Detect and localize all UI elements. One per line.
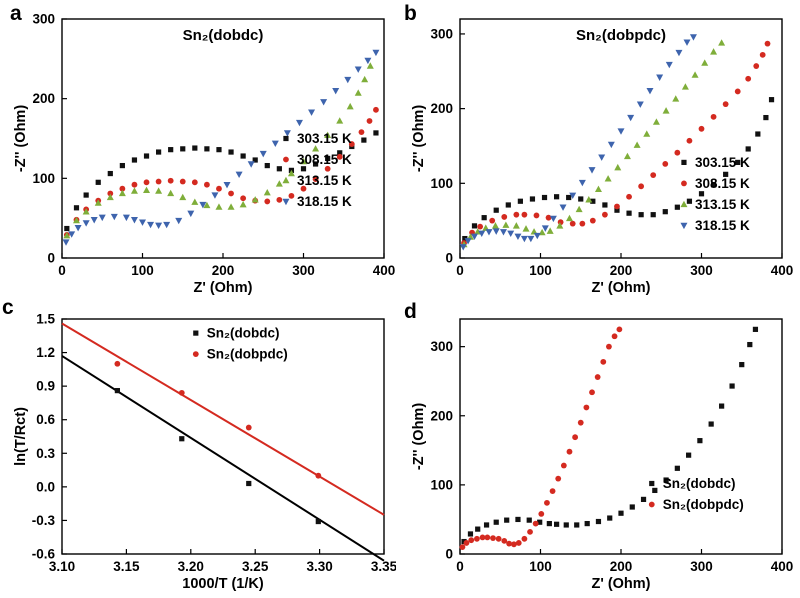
svg-text:0: 0 <box>47 251 55 266</box>
svg-text:3.25: 3.25 <box>242 559 269 574</box>
svg-text:200: 200 <box>32 91 55 106</box>
svg-text:3.30: 3.30 <box>306 559 332 574</box>
panel-c-chart: 3.10 3.15 3.20 3.25 3.30 3.35 -0.6 -0.3 0.0 0.3 0.… <box>13 312 396 593</box>
svg-text:0: 0 <box>456 263 464 278</box>
svg-text:400: 400 <box>771 559 794 574</box>
panel-b-letter: b <box>404 2 417 25</box>
x-axis-title: 1000/T (1/K) <box>182 576 264 592</box>
series-Sn₂(dobdc) <box>114 388 321 525</box>
svg-text:0: 0 <box>445 547 453 562</box>
svg-text:100: 100 <box>430 176 453 191</box>
svg-text:-0.6: -0.6 <box>32 547 56 562</box>
y-axis-title: -Z'' (Ohm) <box>13 105 29 172</box>
series-Sn₂(dobpdc) <box>114 360 322 479</box>
panel-d-chart: 0 100 200 300 400 0 100 200 300 Z' (Ohm) -Z'' (Ohm… <box>411 318 794 592</box>
svg-text:100: 100 <box>529 263 552 278</box>
svg-text:313.15 K: 313.15 K <box>695 197 750 212</box>
series-313.15 K <box>460 39 726 248</box>
panel-a-letter: a <box>10 2 22 25</box>
panel-title: Sn₂(dobdc) <box>183 27 264 44</box>
x-axis-title: Z' (Ohm) <box>193 280 252 296</box>
axes: 3.10 3.15 3.20 3.25 3.30 3.35 -0.6 -0.3 0.0 0.3 0.… <box>13 312 396 593</box>
fit-line <box>61 322 385 516</box>
svg-text:Sn₂(dobdc): Sn₂(dobdc) <box>207 326 280 341</box>
svg-text:300: 300 <box>32 12 55 27</box>
series-308.15 K <box>461 40 771 246</box>
legend: 303.15 K 308.15 K 313.15 K 318.15 K <box>680 155 750 233</box>
svg-text:Sn₂(dobdc): Sn₂(dobdc) <box>663 476 736 491</box>
svg-text:3.10: 3.10 <box>49 559 75 574</box>
series-Sn₂(dobpdc) <box>459 326 623 550</box>
svg-text:400: 400 <box>771 263 794 278</box>
svg-text:303.15 K: 303.15 K <box>695 155 750 170</box>
fit-line <box>61 355 385 562</box>
x-axis-title: Z' (Ohm) <box>591 576 650 592</box>
svg-text:3.20: 3.20 <box>178 559 204 574</box>
panel-d-letter: d <box>404 300 417 323</box>
axes: 0 100 200 300 400 0 100 200 300 Z' (Ohm) -Z'' (Ohm… <box>411 18 794 296</box>
axes: 0 100 200 300 400 0 100 200 300 Z' (Ohm) -Z'' (Ohm… <box>13 12 395 297</box>
svg-text:400: 400 <box>373 263 396 278</box>
svg-text:100: 100 <box>131 263 154 278</box>
svg-text:200: 200 <box>212 263 235 278</box>
svg-text:300: 300 <box>430 26 453 41</box>
svg-text:0.9: 0.9 <box>36 379 55 394</box>
svg-text:303.15 K: 303.15 K <box>297 131 352 146</box>
series-303.15 K <box>462 97 775 242</box>
panel-c-letter: c <box>2 296 14 319</box>
svg-text:0: 0 <box>445 251 453 266</box>
svg-text:0: 0 <box>456 559 464 574</box>
svg-text:300: 300 <box>690 559 713 574</box>
svg-text:3.35: 3.35 <box>371 559 396 574</box>
legend: Sn₂(dobdc) Sn₂(dobpdc) <box>192 326 288 362</box>
series-Sn₂(dobdc) <box>461 326 759 545</box>
axes: 0 100 200 300 400 0 100 200 300 Z' (Ohm) -Z'' (Ohm… <box>411 318 794 592</box>
panel-title: Sn₂(dobpdc) <box>576 27 666 44</box>
svg-text:0.6: 0.6 <box>36 412 55 427</box>
svg-text:313.15 K: 313.15 K <box>297 173 352 188</box>
svg-text:Sn₂(dobpdc): Sn₂(dobpdc) <box>663 497 744 512</box>
legend: Sn₂(dobdc) Sn₂(dobpdc) <box>648 476 744 512</box>
svg-text:0.0: 0.0 <box>36 479 55 494</box>
panel-a-chart: 0 100 200 300 400 0 100 200 300 Z' (Ohm) -Z'' (Ohm… <box>13 12 395 297</box>
svg-text:308.15 K: 308.15 K <box>297 152 352 167</box>
svg-text:Sn₂(dobpdc): Sn₂(dobpdc) <box>207 347 288 362</box>
svg-text:318.15 K: 318.15 K <box>695 218 750 233</box>
svg-text:200: 200 <box>430 101 453 116</box>
svg-text:0.3: 0.3 <box>36 446 55 461</box>
x-axis-title: Z' (Ohm) <box>591 280 650 296</box>
svg-text:3.15: 3.15 <box>113 559 140 574</box>
svg-text:200: 200 <box>610 559 633 574</box>
y-axis-title: -Z'' (Ohm) <box>411 105 427 172</box>
svg-text:200: 200 <box>430 408 453 423</box>
svg-text:100: 100 <box>430 477 453 492</box>
svg-text:300: 300 <box>292 263 315 278</box>
series-318.15 K <box>62 49 380 246</box>
y-axis-title: -Z'' (Ohm) <box>411 403 427 470</box>
svg-text:1.2: 1.2 <box>36 345 55 360</box>
svg-text:100: 100 <box>32 171 55 186</box>
series-318.15 K <box>459 34 697 251</box>
svg-text:100: 100 <box>529 559 552 574</box>
svg-text:1.5: 1.5 <box>36 312 55 327</box>
series-303.15 K <box>64 130 379 232</box>
series-313.15 K <box>63 62 374 239</box>
svg-text:308.15 K: 308.15 K <box>695 176 750 191</box>
svg-text:300: 300 <box>430 339 453 354</box>
svg-text:318.15 K: 318.15 K <box>297 194 352 209</box>
y-axis-title: ln(T/Rct) <box>13 407 29 466</box>
legend: 303.15 K 308.15 K 313.15 K 318.15 K <box>282 131 352 209</box>
svg-text:300: 300 <box>690 263 713 278</box>
panel-b-chart: 0 100 200 300 400 0 100 200 300 Z' (Ohm) -Z'' (Ohm… <box>411 18 794 296</box>
svg-text:-0.3: -0.3 <box>32 513 56 528</box>
svg-text:200: 200 <box>610 263 633 278</box>
svg-text:0: 0 <box>58 263 66 278</box>
